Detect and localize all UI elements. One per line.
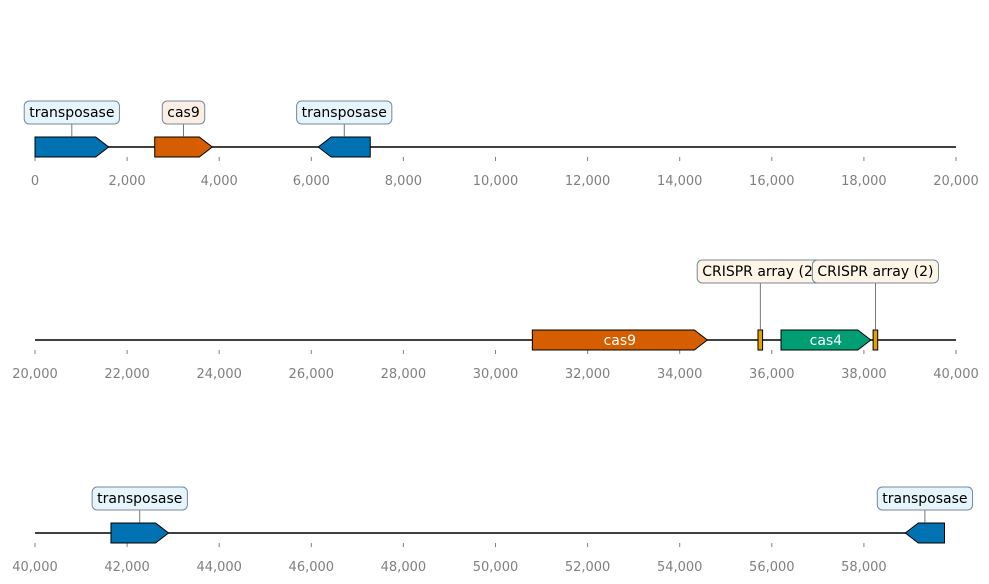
gene-label: transposase xyxy=(882,491,967,507)
gene-arrow xyxy=(34,136,110,158)
gene-label: CRISPR array (2) xyxy=(702,264,818,280)
tick-label: 36,000 xyxy=(749,367,795,382)
gene-arrow xyxy=(110,522,170,544)
feature-label: CRISPR array (2) xyxy=(811,259,939,284)
tick-label: 34,000 xyxy=(657,367,703,382)
tick-label: 20,000 xyxy=(12,367,58,382)
tick-label: 40,000 xyxy=(12,560,58,575)
tick-label: 52,000 xyxy=(565,560,611,575)
tick-label: 38,000 xyxy=(841,367,887,382)
label-box xyxy=(161,100,206,125)
tick-label: 10,000 xyxy=(473,174,519,189)
tick-label: 56,000 xyxy=(749,560,795,575)
track-2: 20,000 22,000 24,000 26,000 28,000 30,000 32,0… xyxy=(12,259,979,382)
feature-label: CRISPR array (2) xyxy=(696,259,824,284)
tick-label: 18,000 xyxy=(841,174,887,189)
tick-label: 50,000 xyxy=(473,560,519,575)
gene-arrow xyxy=(531,329,709,351)
tick-label: 14,000 xyxy=(657,174,703,189)
tick-label: 24,000 xyxy=(196,367,242,382)
tick-label: 0 xyxy=(31,174,39,189)
tick-label: 6,000 xyxy=(293,174,330,189)
gene-arrow xyxy=(154,136,214,158)
feature-label: transposase xyxy=(91,486,188,511)
tick-label: 44,000 xyxy=(196,560,242,575)
gene-label: transposase xyxy=(97,491,182,507)
feature-label: transposase xyxy=(296,100,393,125)
tick-label: 32,000 xyxy=(565,367,611,382)
track-3: 40,000 42,000 44,000 46,000 48,000 50,000 52,0… xyxy=(12,486,974,575)
feature-label: transposase xyxy=(876,486,974,511)
tick-label: 2,000 xyxy=(108,174,145,189)
crispr-array-block xyxy=(757,329,764,351)
track-1: 0 2,000 4,000 6,000 8,000 10,000 12,000 14,000 1… xyxy=(23,100,979,189)
gene-arrow xyxy=(780,329,872,351)
tick-label: 26,000 xyxy=(289,367,335,382)
label-box xyxy=(91,486,188,511)
gene-label: cas9 xyxy=(167,105,199,121)
tick-label: 58,000 xyxy=(841,560,887,575)
gene-label: CRISPR array (2) xyxy=(817,264,933,280)
tick-label: 16,000 xyxy=(749,174,795,189)
feature-label: cas9 xyxy=(161,100,206,125)
crispr-array-block xyxy=(872,329,879,351)
label-box xyxy=(23,100,120,125)
tick-label: 28,000 xyxy=(381,367,427,382)
gene-arrow xyxy=(317,136,371,158)
gene-label: cas4 xyxy=(810,333,843,349)
tick-label: 4,000 xyxy=(201,174,238,189)
tick-label: 42,000 xyxy=(104,560,150,575)
tick-label: 46,000 xyxy=(289,560,335,575)
tick-label: 22,000 xyxy=(104,367,150,382)
gene-label: cas9 xyxy=(604,333,636,349)
label-box xyxy=(811,259,939,284)
gene-label: transposase xyxy=(302,105,387,121)
tick-label: 30,000 xyxy=(473,367,519,382)
label-box xyxy=(876,486,974,511)
gene-arrow xyxy=(904,522,945,544)
label-box xyxy=(296,100,393,125)
tick-label: 48,000 xyxy=(381,560,427,575)
tick-label: 8,000 xyxy=(385,174,422,189)
gene-label: transposase xyxy=(29,105,114,121)
tick-label: 40,000 xyxy=(933,367,979,382)
tick-label: 20,000 xyxy=(933,174,979,189)
tick-label: 12,000 xyxy=(565,174,611,189)
tick-label: 54,000 xyxy=(657,560,703,575)
feature-label: transposase xyxy=(23,100,120,125)
